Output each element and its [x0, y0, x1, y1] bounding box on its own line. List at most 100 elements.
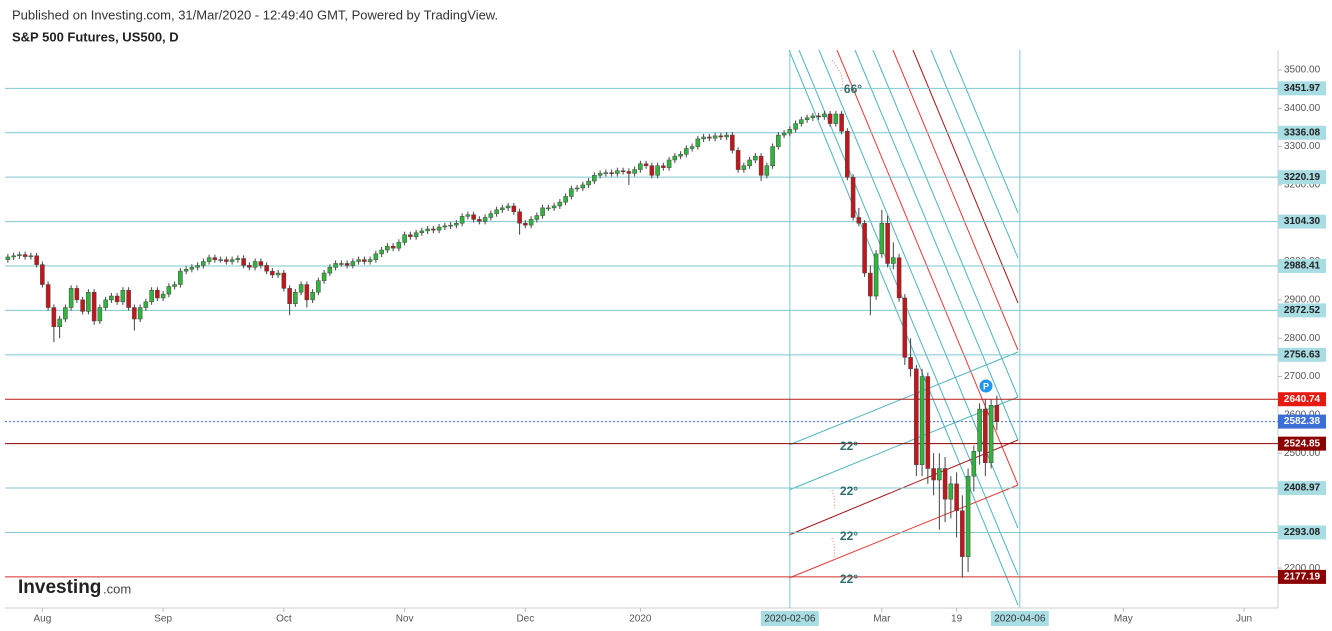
- candle-body: [68, 288, 74, 308]
- candle-body: [339, 263, 344, 265]
- price-label-box: [1278, 569, 1326, 584]
- candle-body: [327, 267, 333, 274]
- price-label: 2872.52: [1284, 305, 1321, 316]
- candle-body: [310, 291, 315, 301]
- candle-body: [183, 268, 189, 272]
- candle-body: [477, 219, 482, 222]
- price-label: 3336.08: [1284, 127, 1321, 138]
- candle-body: [919, 376, 925, 465]
- x-tick-label: Mar: [873, 614, 891, 625]
- candle-body: [149, 290, 154, 303]
- candle-body: [212, 257, 218, 260]
- candle-body: [419, 230, 425, 234]
- candle-body: [316, 280, 321, 293]
- candle-body: [965, 475, 971, 557]
- candle-body: [482, 217, 488, 222]
- candle-body: [563, 196, 568, 203]
- candle-body: [528, 219, 534, 226]
- candle-body: [776, 134, 781, 147]
- x-tick-label: Aug: [33, 614, 51, 625]
- price-label-box: [1278, 170, 1326, 185]
- date-marker-label: 2020-02-06: [764, 614, 816, 625]
- price-label-box: [1278, 414, 1326, 429]
- candle-body: [304, 284, 310, 301]
- candle-body: [655, 165, 660, 176]
- candle-body: [695, 138, 701, 147]
- candle-body: [586, 180, 591, 186]
- candle-body: [534, 215, 540, 220]
- candle-body: [730, 134, 735, 151]
- candle-body: [270, 270, 275, 276]
- candle-body: [850, 176, 856, 218]
- candle-body: [684, 148, 689, 155]
- x-tick-label: Nov: [396, 614, 414, 625]
- candle-body: [551, 205, 557, 209]
- fan-line: [912, 50, 1019, 304]
- fan-line: [788, 484, 1019, 579]
- candle-body: [937, 468, 942, 481]
- candle-body: [471, 214, 476, 220]
- candle-body: [373, 253, 379, 260]
- candle-body: [988, 405, 994, 464]
- candle-body: [954, 483, 959, 511]
- candle-body: [712, 135, 718, 139]
- price-label: 2756.63: [1284, 349, 1321, 360]
- candle-body: [500, 207, 505, 211]
- price-label-box: [1278, 258, 1326, 273]
- candle-body: [770, 146, 775, 166]
- x-tick-label: Oct: [276, 614, 292, 625]
- candle-body: [896, 257, 902, 299]
- price-label: 2640.74: [1284, 394, 1321, 405]
- candle-body: [764, 165, 770, 176]
- candle-body: [86, 291, 91, 312]
- y-tick-label: 3400.00: [1284, 103, 1321, 114]
- price-label: 2293.08: [1284, 527, 1321, 538]
- candle-body: [908, 357, 913, 370]
- fan-line: [892, 50, 1019, 351]
- candle-body: [781, 132, 787, 136]
- candle-body: [741, 165, 747, 170]
- candle-body: [258, 261, 264, 266]
- price-label: 2988.41: [1284, 261, 1321, 272]
- candle-body: [747, 159, 752, 166]
- price-label: 2408.97: [1284, 483, 1321, 494]
- candle-body: [666, 159, 672, 168]
- candle-body: [160, 293, 166, 299]
- candle-body: [390, 245, 396, 249]
- candle-body: [609, 172, 614, 174]
- candle-body: [868, 272, 873, 297]
- candle-body: [57, 318, 62, 327]
- y-tick-label: 2200.00: [1284, 563, 1321, 574]
- candle-body: [862, 222, 867, 274]
- candle-body: [442, 225, 448, 228]
- price-label: 2524.85: [1284, 438, 1321, 449]
- candle-body: [626, 171, 632, 174]
- candle-body: [91, 291, 97, 322]
- candle-body: [948, 483, 954, 500]
- x-tick-label: Sep: [154, 614, 172, 625]
- candle-body: [241, 258, 246, 266]
- candle-body: [80, 299, 85, 312]
- candle-body: [925, 376, 931, 469]
- candle-body: [45, 284, 51, 308]
- candle-body: [17, 254, 22, 257]
- candle-body: [672, 155, 678, 161]
- candle-body: [523, 222, 528, 226]
- gann-fan: [788, 50, 1019, 606]
- candle-body: [367, 259, 373, 262]
- chart-title: S&P 500 Futures, US500, D: [12, 29, 179, 44]
- price-label: 3220.19: [1284, 172, 1321, 183]
- candle-body: [333, 263, 338, 268]
- candle-body: [40, 264, 45, 285]
- candle-body: [459, 216, 465, 224]
- candle-body: [126, 290, 131, 308]
- candle-body: [735, 150, 741, 170]
- fan-line: [949, 50, 1019, 214]
- candle-body: [408, 234, 413, 237]
- candle-body: [816, 115, 821, 118]
- candle-body: [155, 290, 160, 299]
- candle-body: [994, 405, 1000, 422]
- candle-body: [914, 368, 919, 465]
- candle-body: [827, 113, 833, 124]
